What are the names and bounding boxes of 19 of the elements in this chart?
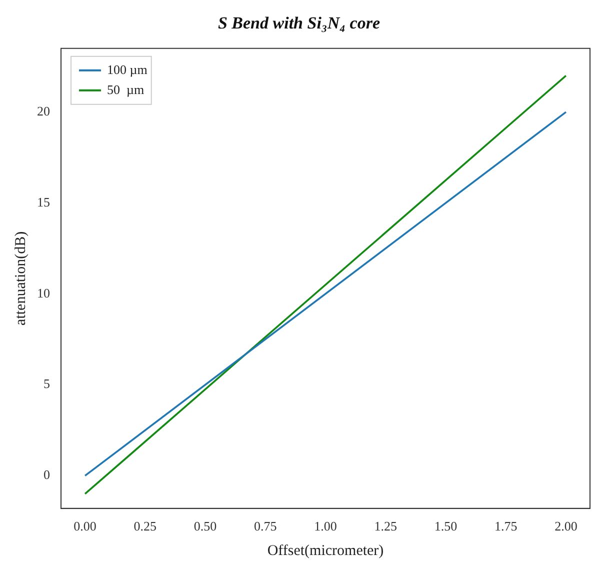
legend-label: 50 µm [107, 82, 144, 97]
x-tick-label: 1.50 [434, 518, 458, 534]
y-tick-label: 5 [44, 376, 50, 392]
y-tick-label: 10 [37, 285, 50, 300]
x-tick-label: 0.50 [194, 518, 217, 534]
y-axis-title: attenuation(dB) [12, 231, 29, 326]
x-tick-label: 0.25 [134, 518, 157, 534]
legend-label: 100 µm [107, 62, 148, 77]
y-tick-label: 15 [37, 194, 50, 210]
x-tick-label: 2.00 [554, 518, 578, 534]
x-tick-label: 0.00 [74, 518, 96, 534]
y-tick-label: 20 [37, 103, 50, 118]
x-tick-label: 0.75 [254, 518, 277, 534]
y-tick-label: 0 [44, 467, 50, 482]
x-tick-label: 1.00 [314, 518, 337, 534]
x-tick-label: 1.75 [494, 518, 518, 534]
chart-title: S Bend with Si₃N₄ core [218, 14, 380, 33]
x-tick-label: 1.25 [374, 518, 397, 534]
x-axis-title: Offset(micrometer) [267, 542, 384, 559]
